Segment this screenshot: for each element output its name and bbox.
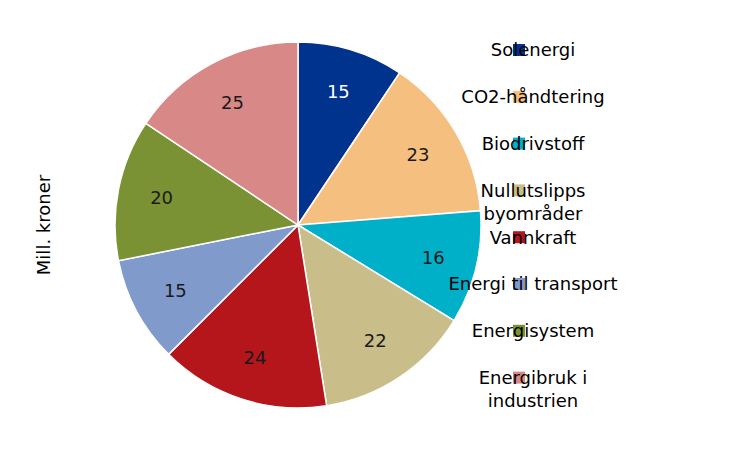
svg-text:16: 16 xyxy=(422,247,445,268)
svg-text:Solenergi: Solenergi xyxy=(491,39,576,60)
svg-text:22: 22 xyxy=(364,330,387,351)
svg-text:20: 20 xyxy=(150,187,173,208)
svg-text:Energibruk iindustrien: Energibruk iindustrien xyxy=(479,367,588,411)
svg-text:Mill. kroner: Mill. kroner xyxy=(33,174,54,275)
svg-text:Nullutslippsbyområder: Nullutslippsbyområder xyxy=(481,180,586,224)
svg-text:15: 15 xyxy=(327,81,350,102)
svg-text:Vannkraft: Vannkraft xyxy=(490,227,577,248)
svg-text:Energisystem: Energisystem xyxy=(472,320,594,341)
svg-text:25: 25 xyxy=(221,92,244,113)
svg-text:Biodrivstoff: Biodrivstoff xyxy=(482,133,585,154)
svg-text:CO2-håndtering: CO2-håndtering xyxy=(461,86,604,107)
svg-text:23: 23 xyxy=(407,144,430,165)
svg-text:Energi til transport: Energi til transport xyxy=(448,273,617,294)
svg-text:15: 15 xyxy=(164,280,187,301)
svg-text:24: 24 xyxy=(244,347,267,368)
